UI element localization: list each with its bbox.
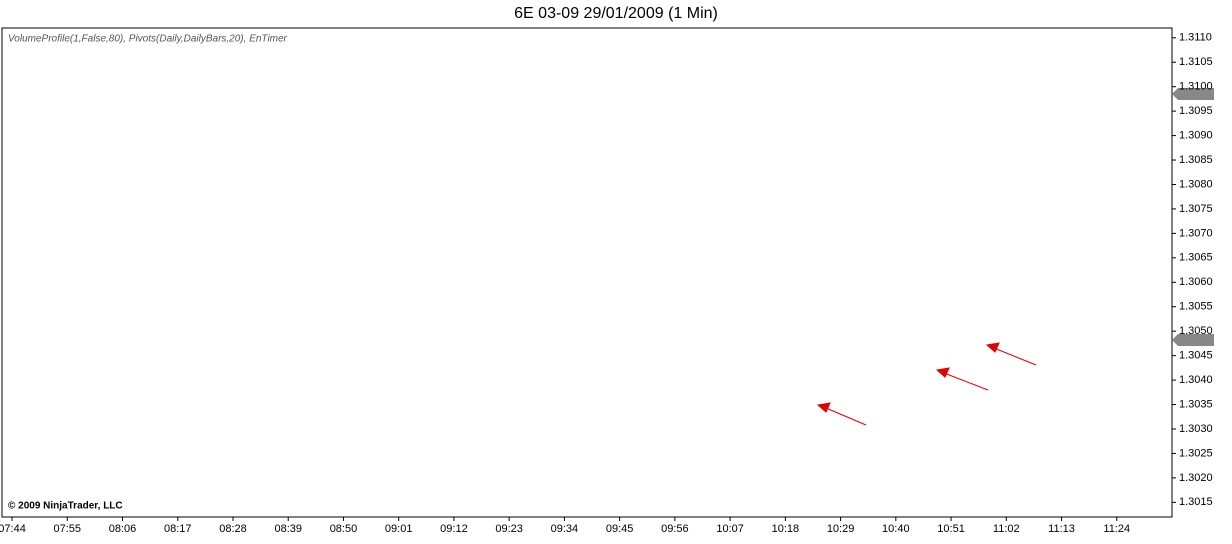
- y-tick-label: 1.3055: [1179, 301, 1213, 313]
- arrows: [816, 342, 1037, 426]
- y-tick-label: 1.3100: [1179, 81, 1213, 93]
- chart-title: 6E 03-09 29/01/2009 (1 Min): [514, 5, 718, 22]
- y-tick-label: 1.3035: [1179, 398, 1213, 410]
- arrow: [825, 407, 867, 426]
- x-tick-label: 07:44: [0, 523, 26, 535]
- plot-frame: [1, 27, 1173, 518]
- arrow-head: [935, 367, 950, 378]
- x-tick-label: 08:17: [164, 523, 192, 535]
- y-tick-label: 1.3080: [1179, 178, 1213, 190]
- x-tick-label: 09:01: [385, 523, 413, 535]
- y-tick-label: 1.3090: [1179, 129, 1213, 141]
- y-tick-label: 1.3015: [1179, 496, 1213, 508]
- y-tick-label: 1.3110: [1179, 32, 1212, 44]
- y-tick-label: 1.3060: [1179, 276, 1213, 288]
- y-tick-label: 1.3025: [1179, 447, 1213, 459]
- arrow-head: [985, 342, 1000, 353]
- x-tick-label: 10:18: [772, 523, 800, 535]
- y-tick-label: 1.3105: [1179, 56, 1213, 68]
- y-tick-label: 1.3030: [1179, 423, 1213, 435]
- x-tick-label: 07:55: [54, 523, 82, 535]
- x-tick-label: 08:50: [330, 523, 358, 535]
- x-tick-label: 10:29: [827, 523, 855, 535]
- x-tick-label: 09:23: [495, 523, 523, 535]
- arrow: [943, 372, 989, 391]
- y-tick-label: 1.3085: [1179, 154, 1213, 166]
- y-tick-label: 1.3040: [1179, 374, 1213, 386]
- price-markers: [1172, 88, 1214, 346]
- x-tick-label: 10:07: [716, 523, 744, 535]
- x-tick-label: 09:56: [661, 523, 689, 535]
- x-tick-label: 09:45: [606, 523, 634, 535]
- x-tick-label: 09:34: [551, 523, 579, 535]
- x-tick-label: 09:12: [440, 523, 468, 535]
- y-tick-label: 1.3045: [1179, 350, 1213, 362]
- y-tick-label: 1.3095: [1179, 105, 1213, 117]
- arrow-head: [816, 402, 831, 413]
- y-tick-label: 1.3050: [1179, 325, 1213, 337]
- x-tick-label: 10:40: [882, 523, 910, 535]
- x-tick-label: 08:06: [109, 523, 137, 535]
- copyright: © 2009 NinjaTrader, LLC: [8, 501, 123, 512]
- y-tick-label: 1.3020: [1179, 472, 1213, 484]
- x-tick-label: 11:02: [993, 523, 1020, 535]
- x-tick-label: 11:13: [1048, 523, 1075, 535]
- arrow: [993, 347, 1037, 366]
- y-tick-label: 1.3075: [1179, 203, 1213, 215]
- x-tick-label: 11:24: [1103, 523, 1130, 535]
- y-tick-label: 1.3065: [1179, 252, 1213, 264]
- x-tick-label: 08:39: [274, 523, 302, 535]
- indicator-label: VolumeProfile(1,False,80), Pivots(Daily,…: [8, 34, 288, 45]
- x-tick-label: 10:51: [937, 523, 965, 535]
- price-marker: [1172, 88, 1214, 100]
- x-tick-label: 08:28: [219, 523, 247, 535]
- price-marker: [1172, 334, 1214, 346]
- y-tick-label: 1.3070: [1179, 227, 1213, 239]
